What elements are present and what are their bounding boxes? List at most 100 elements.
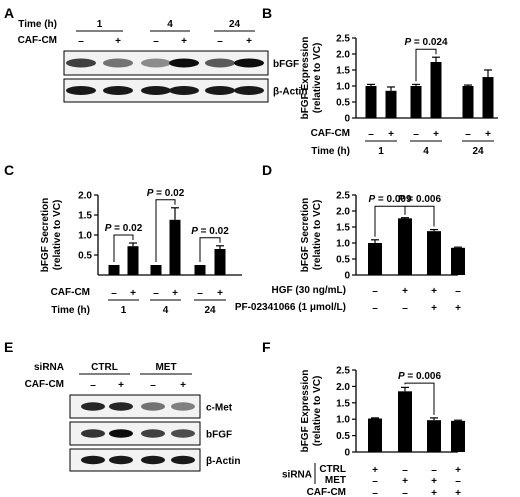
blot-band [141,402,165,411]
row-label: CAF-CM [307,487,346,497]
panel-label: C [4,162,14,178]
treatment-sign: – [78,36,84,47]
y-tick-label: 0 [344,271,350,282]
row-sign: – [455,476,461,487]
row-sign: + [431,488,437,497]
group-label: CTRL [91,362,118,373]
bar [398,218,412,275]
band-label: β-Actin [273,87,307,98]
blot-band [234,86,264,95]
y-tick-label: 1.0 [336,239,350,250]
row-sign: – [413,129,419,140]
band-label: β-Actin [206,456,240,467]
blot-band [141,58,171,68]
group-label: 1 [378,146,384,157]
group-label: MET [155,362,176,373]
bar [194,265,206,275]
significance-bracket [113,234,134,262]
row-sign: + [455,303,461,314]
row-label: Time (h) [311,146,350,157]
time-group-label: 4 [167,19,173,30]
group-label: 24 [472,146,484,157]
row-sign: + [372,465,378,476]
treatment-sign: + [181,36,187,47]
row-sign: – [455,286,461,297]
bar [430,62,442,118]
y-tick-label: 2.0 [336,382,350,393]
row-label: CAF-CM [51,287,90,298]
row-label: CAF-CM [311,128,350,139]
sirna-label: siRNA [34,362,64,373]
blot-band [169,58,199,68]
row-sign: – [197,288,203,299]
y-tick-label: 2.0 [336,207,350,218]
blot-band [103,58,133,68]
significance-bracket [404,382,435,415]
row-sign: + [431,476,437,487]
blot-strip [69,394,201,419]
p-value-label: P = 0.024 [404,37,448,48]
row-sign: – [402,303,408,314]
group-label: 1 [121,305,127,316]
p-value-label: P = 0.02 [147,188,185,199]
row-sign: – [153,288,159,299]
row-sign: + [485,129,491,140]
y-axis-label: (relative to VC) [52,200,63,271]
blot-band [141,429,165,438]
row-sign: – [372,488,378,497]
row-sign: + [402,286,408,297]
blot-strip [69,421,201,446]
group-label: 4 [163,305,169,316]
panel-label: A [4,5,14,21]
blot-band [141,455,165,465]
blot-band [234,58,264,68]
time-group-label: 24 [229,19,241,30]
y-axis-label: bFGF Secretion [40,198,51,272]
significance-bracket [199,237,221,262]
blot-band [169,86,199,95]
bar [150,265,162,275]
y-tick-label: 2.5 [336,366,350,377]
blot-band [205,86,235,95]
blot-strip [69,448,201,472]
blot-band [109,429,133,438]
group-label: 4 [423,146,429,157]
p-value-label: P = 0.02 [105,223,143,234]
y-tick-label: 0.5 [78,251,92,262]
y-axis-label: bFGF Expression [300,37,311,120]
y-tick-label: 2.5 [336,191,350,202]
significance-bracket [155,199,176,262]
blot-band [205,58,235,68]
blot-band [81,455,105,465]
blot-band [141,86,171,95]
blot-band [109,402,133,411]
row-sign: + [388,129,394,140]
bar [410,86,422,118]
y-tick-label: 1.0 [336,82,350,93]
row-sign: – [402,488,408,497]
row-sign: + [455,465,461,476]
bar [462,86,474,118]
treatment-sign: – [217,36,223,47]
p-value-label: P = 0.006 [398,371,442,382]
band-label: bFGF [206,430,232,441]
y-tick-label: 0 [344,114,350,125]
row-sign: – [372,476,378,487]
treatment-sign: – [150,380,156,391]
treatment-label: CAF-CM [25,379,64,390]
blot-band [103,86,133,95]
bar [169,219,181,275]
treatment-sign: + [180,380,186,391]
p-value-label: P = 0.006 [398,194,442,205]
row-sign: – [402,465,408,476]
row-sign: – [372,286,378,297]
row-sign: + [172,288,178,299]
y-tick-label: 1.0 [336,415,350,426]
row-sign: – [465,129,471,140]
row-label: MET [325,475,346,486]
sirna-label: siRNA [282,470,312,481]
blot-band [171,455,195,465]
p-value-label: P = 0.009 [368,194,412,205]
significance-bracket [415,48,437,82]
y-tick-label: 2.5 [336,34,350,45]
